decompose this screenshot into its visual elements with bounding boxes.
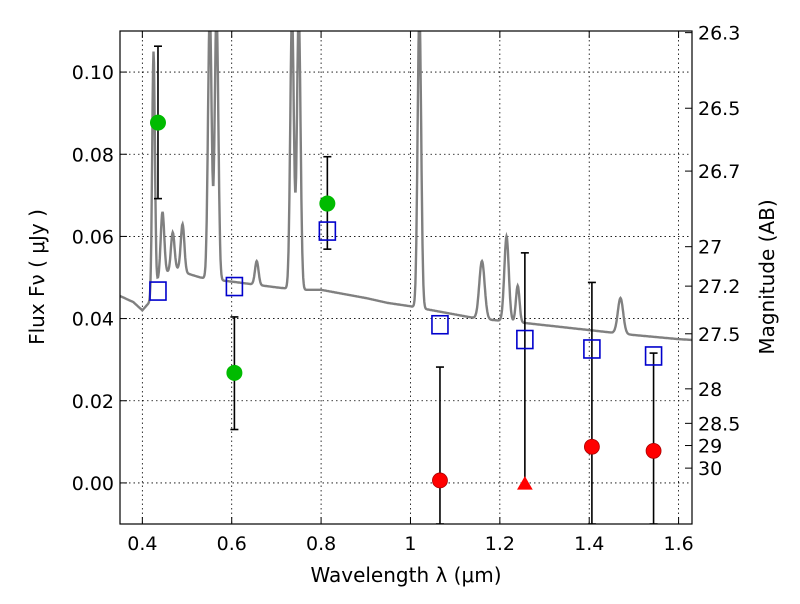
non-detection-point <box>584 438 600 455</box>
non-detection-point <box>432 472 448 489</box>
mag-tick-label: 29 <box>698 436 722 458</box>
x-axis-title: Wavelength λ (μm) <box>310 563 501 587</box>
x-tick-label: 1 <box>404 533 416 555</box>
y-tick-label: 0.06 <box>72 226 114 248</box>
detection-point <box>149 114 166 131</box>
y-tick-label: 0.04 <box>72 309 114 331</box>
x-tick-label: 0.6 <box>217 533 247 555</box>
model-spectrum-line <box>120 31 692 342</box>
y-axis-title: Flux Fν ( μJy ) <box>25 209 49 345</box>
model-photometry-square <box>583 339 601 359</box>
mag-tick-label: 27 <box>698 237 722 259</box>
y-tick-label: 0.08 <box>72 144 114 166</box>
x-tick-label: 1.2 <box>485 533 515 555</box>
upper-limit-triangle <box>516 476 533 490</box>
y-tick-label: 0.00 <box>72 473 114 495</box>
markers <box>149 114 663 490</box>
x-tick-label: 1.6 <box>663 533 693 555</box>
magnitude-axis-title: Magnitude (AB) <box>755 199 779 354</box>
model-photometry-square <box>225 276 244 297</box>
mag-tick-label: 27.5 <box>698 324 740 346</box>
y-tick-label: 0.02 <box>72 391 114 413</box>
model-photometry-square <box>149 281 167 301</box>
model-photometry-square <box>431 314 449 335</box>
plot-frame <box>119 30 693 525</box>
non-detection-point <box>645 442 662 459</box>
mag-tick-label: 26.3 <box>698 23 740 45</box>
mag-tick-label: 28.5 <box>698 413 740 435</box>
model-photometry-square <box>318 221 337 241</box>
mag-tick-label: 27.2 <box>698 276 740 298</box>
x-tick-label: 1.4 <box>574 533 604 555</box>
y-tick-label: 0.10 <box>72 62 114 84</box>
x-tick-label: 0.8 <box>306 533 336 555</box>
model-spectrum-layer <box>120 31 692 342</box>
model-photometry-square <box>644 346 663 366</box>
mag-tick-label: 28 <box>698 379 722 401</box>
detection-point <box>226 364 243 381</box>
mag-tick-label: 26.7 <box>698 161 740 183</box>
ticks: 0.4 0.6 0.8 1 1.2 1.4 1.6 0.00 0.02 0.04 0.06 0.08 0… <box>72 23 741 555</box>
mag-tick-label: 30 <box>698 458 722 480</box>
x-tick-label: 0.4 <box>127 533 157 555</box>
mag-tick-label: 26.5 <box>698 98 740 120</box>
model-photometry-square <box>516 329 534 350</box>
grid <box>120 31 692 524</box>
detection-point <box>319 195 336 212</box>
